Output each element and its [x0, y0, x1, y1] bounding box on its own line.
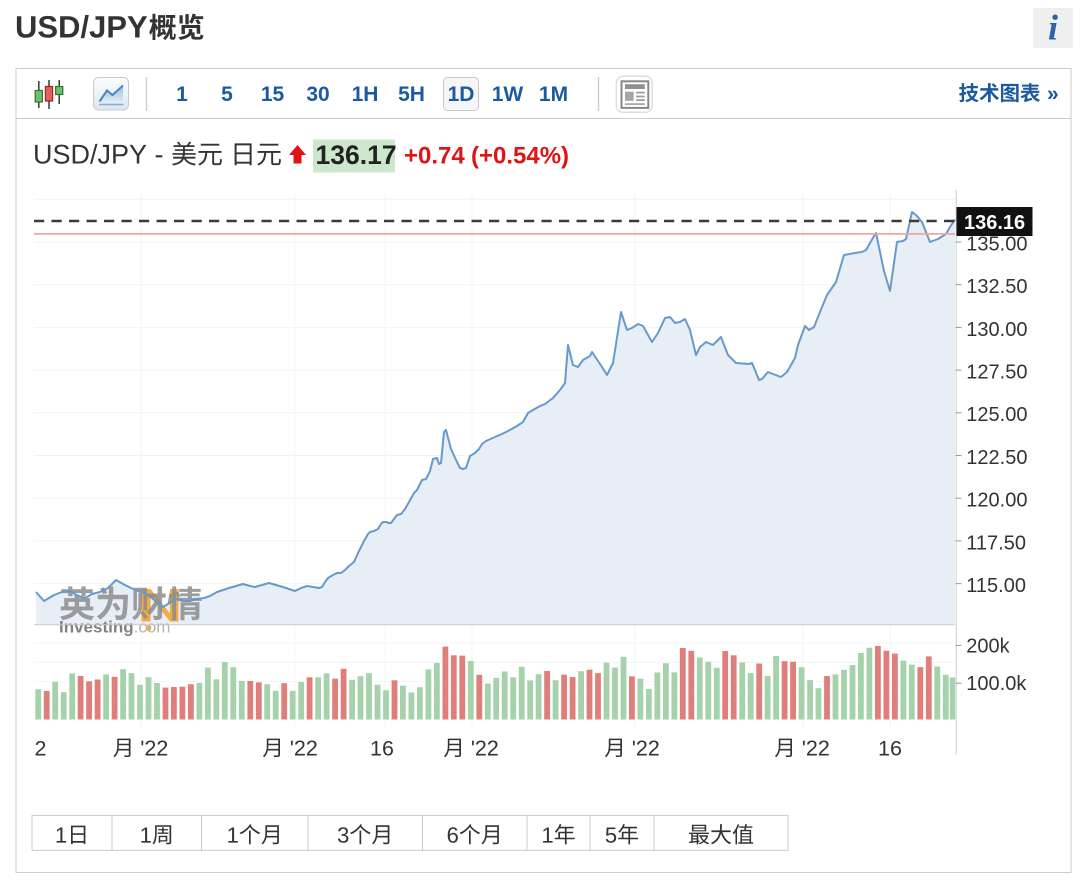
svg-text:125.00: 125.00: [966, 404, 1027, 426]
svg-text:127.50: 127.50: [966, 362, 1027, 384]
svg-text:120.00: 120.00: [966, 490, 1027, 512]
svg-text:122.50: 122.50: [966, 447, 1027, 469]
svg-text:2: 2: [35, 737, 47, 761]
svg-text:1M: 1M: [539, 83, 568, 106]
svg-text:115.00: 115.00: [966, 575, 1026, 597]
svg-text:1: 1: [176, 83, 188, 106]
svg-text:Investing.com: Investing.com: [59, 618, 170, 637]
svg-text:200k: 200k: [966, 635, 1010, 657]
svg-text:1W: 1W: [492, 83, 524, 106]
svg-text:15: 15: [261, 83, 285, 106]
svg-text:5H: 5H: [398, 83, 425, 106]
svg-text:130.00: 130.00: [966, 319, 1027, 341]
svg-text:117.50: 117.50: [966, 532, 1026, 554]
svg-text:1D: 1D: [448, 83, 475, 106]
svg-text:(+0.54%): (+0.54%): [471, 143, 569, 170]
svg-text:16: 16: [878, 737, 902, 761]
svg-text:1H: 1H: [352, 83, 379, 106]
svg-text:136.16: 136.16: [964, 212, 1025, 234]
svg-text:5: 5: [221, 83, 233, 106]
svg-text:132.50: 132.50: [966, 276, 1027, 298]
svg-text:16: 16: [370, 737, 394, 761]
svg-text:»: »: [1047, 83, 1059, 106]
svg-text:100.0k: 100.0k: [966, 673, 1027, 695]
svg-text:135.00: 135.00: [966, 233, 1027, 255]
svg-text:30: 30: [306, 83, 329, 106]
svg-text:136.17: 136.17: [316, 140, 397, 170]
svg-text:+0.74: +0.74: [404, 143, 465, 170]
